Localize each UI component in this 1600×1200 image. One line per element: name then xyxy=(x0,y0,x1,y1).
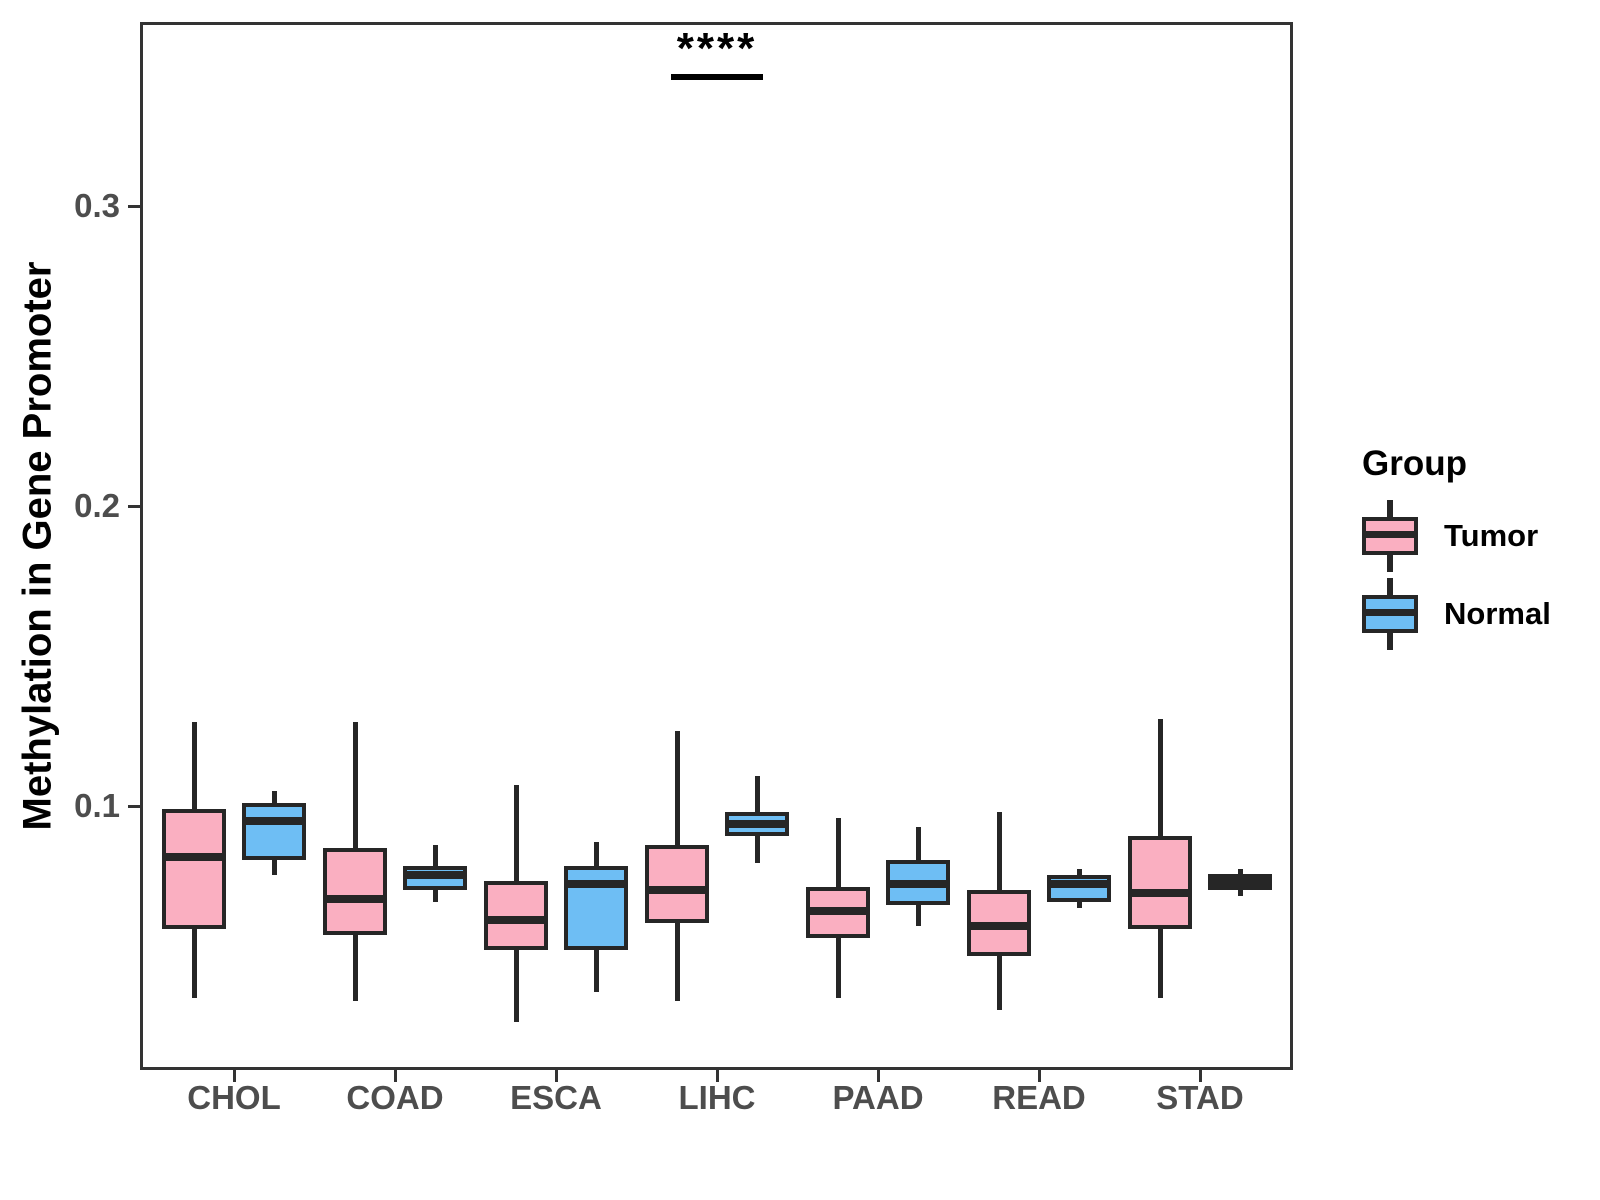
x-tick-label: ESCA xyxy=(510,1079,602,1116)
median-lihc-normal xyxy=(725,820,789,828)
key-median xyxy=(1362,609,1418,616)
x-tick-mark xyxy=(232,1070,236,1082)
y-axis-title: Methylation in Gene Promoter xyxy=(15,261,60,831)
box-esca-normal xyxy=(564,866,628,950)
median-chol-normal xyxy=(242,817,306,825)
median-read-tumor xyxy=(967,922,1031,930)
legend-title: Group xyxy=(1362,444,1467,483)
x-tick-label: LIHC xyxy=(678,1079,756,1116)
y-tick-mark xyxy=(128,804,140,808)
legend-label-tumor: Tumor xyxy=(1444,518,1539,553)
x-tick-mark xyxy=(554,1070,558,1082)
median-stad-normal xyxy=(1208,877,1272,886)
y-tick-label: 0.2 xyxy=(74,487,120,524)
key-median xyxy=(1362,531,1418,538)
legend: Group Tumor Normal xyxy=(1362,444,1551,656)
y-tick-label: 0.1 xyxy=(74,787,120,824)
y-tick-mark xyxy=(128,204,140,208)
x-tick-label: COAD xyxy=(346,1079,444,1116)
x-tick-label: READ xyxy=(992,1079,1086,1116)
significance-stars: **** xyxy=(676,24,758,73)
median-paad-tumor xyxy=(806,907,870,915)
box-read-normal xyxy=(1047,875,1111,902)
box-coad-tumor xyxy=(323,848,387,935)
x-tick-label: STAD xyxy=(1156,1079,1244,1116)
x-tick-label: PAAD xyxy=(832,1079,924,1116)
median-lihc-tumor xyxy=(645,886,709,894)
plot-panel xyxy=(140,22,1293,1070)
box-esca-tumor xyxy=(484,881,548,950)
median-esca-tumor xyxy=(484,916,548,924)
x-tick-mark xyxy=(393,1070,397,1082)
x-tick-mark xyxy=(1198,1070,1202,1082)
box-lihc-tumor xyxy=(645,845,709,923)
legend-label-normal: Normal xyxy=(1444,596,1551,631)
box-chol-tumor xyxy=(162,809,226,929)
x-tick-label: CHOL xyxy=(187,1079,281,1116)
x-tick-mark xyxy=(876,1070,880,1082)
median-read-normal xyxy=(1047,880,1111,888)
median-coad-normal xyxy=(403,871,467,879)
median-stad-tumor xyxy=(1128,889,1192,897)
median-chol-tumor xyxy=(162,853,226,861)
x-tick-mark xyxy=(1037,1070,1041,1082)
y-tick-mark xyxy=(128,504,140,508)
y-tick-label: 0.3 xyxy=(74,187,120,224)
legend-item-tumor: Tumor xyxy=(1362,500,1551,572)
median-paad-normal xyxy=(886,880,950,888)
median-esca-normal xyxy=(564,880,628,888)
legend-item-normal: Normal xyxy=(1362,578,1551,650)
boxplot-key-icon xyxy=(1362,578,1418,650)
boxplot-key-icon xyxy=(1362,500,1418,572)
significance-bar xyxy=(671,74,763,80)
median-coad-tumor xyxy=(323,895,387,903)
box-stad-tumor xyxy=(1128,836,1192,929)
box-chol-normal xyxy=(242,803,306,860)
x-tick-mark xyxy=(715,1070,719,1082)
